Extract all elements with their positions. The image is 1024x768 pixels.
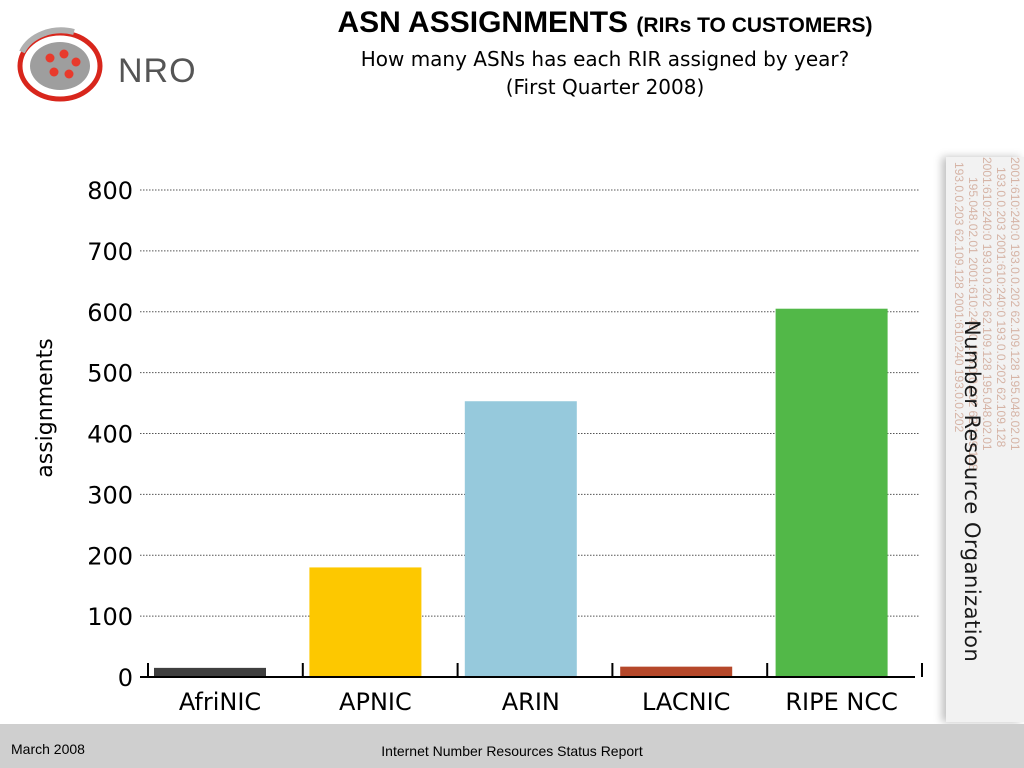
y-tick-label: 400 [87, 421, 133, 449]
ip-address-decoration: 2001:610:240:0 193.0.0.202 62.109.128 19… [946, 157, 1024, 722]
title-block: ASN ASSIGNMENTS (RIRs TO CUSTOMERS) How … [250, 4, 960, 101]
y-axis-ticks: 0 100 200 300 400 500 600 700 800 [87, 177, 133, 692]
ip-line: 193.0.0.203 2001:610:240:0 193.0.0.202 6… [994, 167, 1008, 448]
ip-line: 2001:610:240:0 193.0.0.202 62.109.128 19… [1008, 157, 1022, 451]
nro-logo [14, 22, 204, 122]
chart-title-main: ASN ASSIGNMENTS [337, 6, 629, 39]
y-tick-label: 800 [87, 177, 133, 205]
side-label: Number Resource Organization [950, 320, 990, 720]
chart-subtitle-period: (First Quarter 2008) [505, 75, 705, 99]
footer: March 2008 Internet Number Resources Sta… [0, 724, 1024, 768]
bar-chart: 0 100 200 300 400 500 600 700 800 AfriNIC APNIC AR… [33, 177, 923, 716]
logo-text: NRO [118, 52, 197, 90]
x-tick-label: AfriNIC [179, 688, 261, 716]
x-axis-labels: AfriNIC APNIC ARIN LACNIC RIPE NCC [179, 688, 898, 716]
y-tick-label: 600 [87, 299, 133, 327]
x-tick-label: RIPE NCC [785, 688, 898, 716]
y-tick-label: 0 [118, 664, 133, 692]
chart-title: ASN ASSIGNMENTS (RIRs TO CUSTOMERS) [250, 4, 960, 45]
bar [620, 666, 733, 676]
y-tick-label: 700 [87, 238, 133, 266]
bar [464, 401, 577, 676]
y-tick-label: 200 [87, 542, 133, 570]
bars [154, 308, 888, 676]
footer-report-title: Internet Number Resources Status Report [381, 743, 643, 759]
bar [154, 667, 266, 676]
x-tick-label: ARIN [502, 688, 560, 716]
y-tick-label: 500 [87, 360, 133, 388]
footer-date: March 2008 [11, 741, 85, 757]
x-tick-label: APNIC [339, 688, 412, 716]
bar [775, 308, 888, 676]
y-axis-label: assignments [33, 338, 58, 477]
chart-title-suffix: (RIRs TO CUSTOMERS) [636, 14, 873, 37]
chart-subtitle: How many ASNs has each RIR assigned by y… [360, 47, 850, 71]
x-tick-label: LACNIC [642, 688, 730, 716]
nro-logo-mark [17, 27, 103, 102]
bar [309, 567, 422, 676]
y-tick-label: 100 [87, 603, 133, 631]
side-label-text: Number Resource Organization [960, 320, 984, 663]
x-axis [140, 663, 923, 678]
y-tick-label: 300 [87, 481, 133, 509]
